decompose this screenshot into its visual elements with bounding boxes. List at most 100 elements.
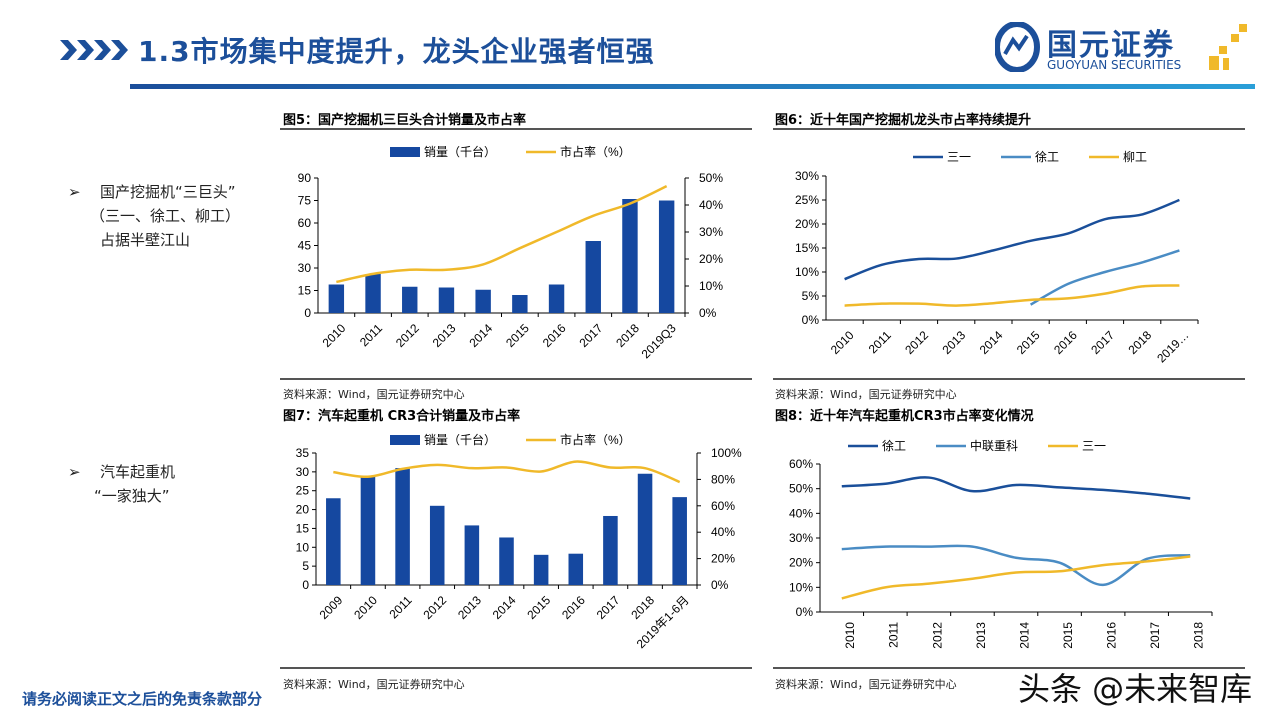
x-tick-label: 2013 <box>974 622 988 649</box>
bar <box>464 525 480 585</box>
chart7-source: 资料来源：Wind，国元证券研究中心 <box>283 678 465 691</box>
legend-label: 三一 <box>1082 439 1106 453</box>
bar <box>512 295 528 313</box>
x-tick-label: 2009 <box>317 593 346 622</box>
chart7-title: 图7：汽车起重机 CR3合计销量及市占率 <box>283 409 521 424</box>
y2-tick-label: 20% <box>699 252 723 266</box>
y-tick-label: 10% <box>789 580 813 594</box>
legend-label: 销量（千台） <box>424 432 496 447</box>
x-tick-label: 2014 <box>977 328 1006 357</box>
y2-tick-label: 80% <box>711 472 735 486</box>
y-tick-label: 30% <box>795 169 819 183</box>
legend-label: 徐工 <box>882 438 906 453</box>
y2-tick-label: 40% <box>711 525 735 539</box>
logo-icon <box>995 22 1040 72</box>
x-tick-label: 2015 <box>1014 328 1043 357</box>
logo: 国元证券 GUOYUAN SECURITIES <box>995 20 1255 74</box>
x-tick-label: 2012 <box>902 328 931 357</box>
chart5-source: 资料来源：Wind，国元证券研究中心 <box>283 388 465 401</box>
x-tick-label: 2010 <box>828 328 857 357</box>
y-tick-label: 35 <box>296 446 310 460</box>
y-tick-label: 0% <box>796 605 814 619</box>
chart8-source: 资料来源：Wind，国元证券研究中心 <box>775 678 957 691</box>
legend-label: 销量（千台） <box>424 144 496 159</box>
y-tick-label: 75 <box>298 194 312 208</box>
x-tick-label: 2019… <box>1154 328 1191 365</box>
chart6: 0% 5% 10% 15% 20% 25% 30% 2010 2011 2012 2013 2014 2… <box>795 149 1199 365</box>
x-tick-label: 2011 <box>357 321 385 349</box>
y2-tick-label: 10% <box>699 279 723 293</box>
y-tick-label: 0% <box>802 313 820 327</box>
legend-label: 三一 <box>947 150 971 164</box>
y-tick-label: 0 <box>304 306 311 320</box>
legend-swatch <box>390 147 420 157</box>
y2-tick-label: 40% <box>699 198 723 212</box>
logo-cn: 国元证券 <box>1047 28 1175 63</box>
y-tick-label: 5 <box>302 559 309 573</box>
bar <box>603 515 618 585</box>
legend-label: 市占率（%） <box>560 432 631 447</box>
x-tick-label: 2012 <box>393 321 422 350</box>
y-tick-label: 90 <box>298 171 312 185</box>
legend-label: 中联重科 <box>970 438 1018 453</box>
logo-squares-icon <box>1209 24 1247 70</box>
y2-tick-label: 20% <box>711 552 735 566</box>
y-tick-label: 15% <box>795 241 819 255</box>
bar <box>395 468 410 585</box>
bar <box>637 473 653 585</box>
bar <box>402 286 418 313</box>
bar <box>548 284 565 313</box>
x-tick-label: 2018 <box>1125 328 1154 357</box>
bullet-crane: ➢ 汽车起重机 “一家独大” <box>68 460 175 508</box>
series-line <box>844 198 1180 281</box>
series-line <box>841 555 1191 600</box>
y2-tick-label: 0% <box>711 578 729 592</box>
y-tick-label: 25 <box>296 484 310 498</box>
bullet-line: 汽车起重机 <box>100 463 176 481</box>
x-tick-label: 2010 <box>843 622 857 649</box>
y2-tick-label: 60% <box>711 499 735 513</box>
bar <box>475 289 491 313</box>
y-tick-label: 40% <box>789 506 813 520</box>
x-tick-label: 2013 <box>455 593 484 622</box>
header-divider <box>130 84 1255 89</box>
y-tick-label: 0 <box>302 578 309 592</box>
chevrons-icon <box>60 40 128 60</box>
bar <box>326 498 341 585</box>
y-tick-label: 15 <box>298 284 312 298</box>
bar <box>499 537 514 585</box>
chart7: 0 5 10 15 20 25 30 35 0% 20% 40% 60% 80% 100% 2009 2010… <box>296 432 742 651</box>
x-tick-label: 2011 <box>887 622 901 648</box>
x-tick-label: 2018 <box>628 593 657 622</box>
y2-tick-label: 0% <box>699 306 717 320</box>
x-tick-label: 2014 <box>466 321 495 350</box>
x-tick-label: 2010 <box>351 593 380 622</box>
x-tick-label: 2011 <box>387 593 415 621</box>
logo-en: GUOYUAN SECURITIES <box>1047 58 1182 72</box>
chart5-title: 图5：国产挖掘机三巨头合计销量及市占率 <box>283 113 527 128</box>
series-line <box>336 184 668 284</box>
y-tick-label: 50% <box>789 482 813 496</box>
y-tick-label: 25% <box>795 193 819 207</box>
y-tick-label: 10 <box>296 540 310 554</box>
y-tick-label: 5% <box>802 289 820 303</box>
y-tick-label: 60 <box>298 216 312 230</box>
bar <box>622 199 638 313</box>
bullet-line: （三一、徐工、柳工） <box>90 207 241 225</box>
y-tick-label: 20% <box>789 556 813 570</box>
x-tick-label: 2017 <box>594 593 623 622</box>
y-tick-label: 30 <box>296 465 310 479</box>
x-tick-label: 2017 <box>1088 328 1117 357</box>
x-tick-label: 2016 <box>540 321 569 350</box>
x-tick-label: 2018 <box>613 321 642 350</box>
chart8: 0% 10% 20% 30% 40% 50% 60% 2010 2011 2012 2013 2014… <box>789 438 1213 649</box>
watermark: 头条 @未来智库 <box>1018 670 1253 708</box>
x-tick-label: 2016 <box>559 593 588 622</box>
y-tick-label: 60% <box>789 457 813 471</box>
y-tick-label: 15 <box>296 521 310 535</box>
disclaimer: 请务必阅读正文之后的免责条款部分 <box>22 690 263 708</box>
x-tick-label: 2019Q3 <box>639 321 679 361</box>
bar <box>360 475 376 585</box>
x-tick-label: 2013 <box>430 321 459 350</box>
bar <box>568 553 584 585</box>
